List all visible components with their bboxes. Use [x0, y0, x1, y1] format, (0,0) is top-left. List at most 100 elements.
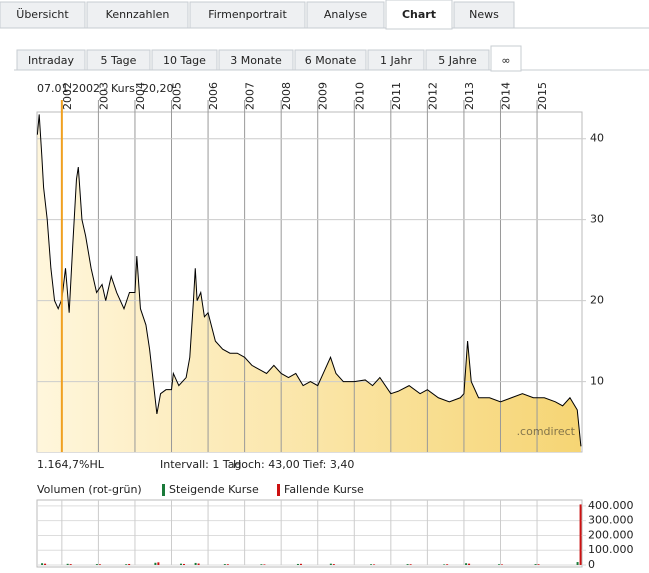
x-tick-label: 2009 — [317, 82, 330, 110]
watermark: .comdirect — [517, 425, 576, 438]
volume-bar — [406, 564, 409, 565]
tab-label[interactable]: Kennzahlen — [106, 8, 170, 21]
x-tick-label: 2008 — [280, 82, 293, 110]
y-tick-label: 30 — [590, 213, 604, 226]
range-tab[interactable] — [218, 49, 294, 71]
range-tab-label[interactable]: 3 Monate — [230, 54, 282, 67]
volume-bar — [182, 563, 185, 565]
volume-bar — [223, 564, 226, 565]
chart-title: 07.01.2002 - Kurs: 20,20 — [37, 82, 174, 95]
volume-bar — [299, 563, 302, 565]
legend-label: Steigende Kurse — [169, 483, 259, 496]
x-tick-label: 2002 — [61, 82, 74, 110]
range-tab-label[interactable]: 5 Tage — [101, 54, 137, 67]
volume-bar — [226, 564, 229, 565]
tab[interactable] — [306, 1, 385, 29]
volume-tick-label: 300.000 — [588, 514, 634, 527]
volume-title: Volumen (rot-grün) — [37, 483, 142, 496]
volume-bar — [98, 564, 101, 565]
tab[interactable] — [385, 0, 453, 30]
volume-bar — [260, 564, 263, 565]
range-tab[interactable] — [151, 49, 218, 71]
x-tick-label: 2012 — [426, 82, 439, 110]
volume-tick-label: 200.000 — [588, 528, 634, 541]
range-tab-label[interactable]: 6 Monate — [305, 54, 357, 67]
x-tick-label: 2006 — [207, 82, 220, 110]
range-tab[interactable] — [367, 49, 425, 71]
price-line — [36, 114, 582, 447]
volume-bar — [329, 563, 332, 565]
volume-bar — [154, 562, 157, 565]
x-tick-label: 2004 — [134, 82, 147, 110]
volume-bar — [500, 564, 503, 565]
volume-bar — [579, 504, 582, 565]
volume-bar — [332, 564, 335, 565]
x-tick-label: 2007 — [244, 82, 257, 110]
price-area — [37, 114, 581, 452]
volume-bar — [370, 564, 373, 565]
range-tab[interactable] — [86, 49, 151, 71]
volume-bar — [197, 563, 200, 565]
range-tab[interactable] — [425, 49, 490, 71]
tab[interactable] — [453, 1, 515, 29]
tab-label[interactable]: News — [469, 8, 499, 21]
volume-bar — [263, 564, 266, 565]
volume-bar — [465, 563, 468, 565]
x-tick-label: 2014 — [499, 82, 512, 110]
tab[interactable] — [189, 1, 306, 29]
stat: Hoch: 43,00 — [233, 458, 300, 471]
range-tab[interactable] — [16, 49, 86, 71]
x-tick-label: 2003 — [97, 82, 110, 110]
volume-tick-label: 100.000 — [588, 543, 634, 556]
tab-label[interactable]: Übersicht — [16, 8, 69, 21]
volume-bar — [443, 564, 446, 565]
y-tick-label: 40 — [590, 132, 604, 145]
x-tick-label: 2015 — [536, 82, 549, 110]
stat: Intervall: 1 Tag — [160, 458, 242, 471]
volume-bar — [69, 564, 72, 565]
volume-bar — [41, 563, 44, 565]
range-tab-label[interactable]: ∞ — [501, 54, 510, 67]
volume-plot — [36, 499, 583, 568]
tab-label[interactable]: Analyse — [324, 8, 368, 21]
volume-bar — [446, 564, 449, 565]
volume-bar — [468, 563, 471, 565]
volume-tick-label: 400.000 — [588, 499, 634, 512]
volume-bar — [66, 563, 69, 565]
range-tab-label[interactable]: 5 Jahre — [438, 54, 477, 67]
range-tab-label[interactable]: 1 Jahr — [380, 54, 412, 67]
tab-label[interactable]: Chart — [402, 8, 436, 21]
range-tab-label[interactable]: 10 Tage — [163, 54, 206, 67]
range-tab[interactable] — [294, 49, 367, 71]
volume-bar — [409, 564, 412, 565]
tab[interactable] — [0, 1, 86, 29]
volume-bar — [497, 564, 500, 565]
volume-bar — [95, 564, 98, 565]
volume-bar — [576, 562, 579, 565]
x-tick-label: 2011 — [390, 82, 403, 110]
legend-swatch — [277, 484, 280, 496]
x-tick-label: 2005 — [171, 82, 184, 110]
volume-bar — [194, 562, 197, 565]
tab[interactable] — [86, 1, 189, 29]
volume-bar — [157, 562, 160, 565]
range-tab[interactable] — [490, 45, 522, 72]
stat: 1.164,7%HL — [37, 458, 105, 471]
y-tick-label: 20 — [590, 294, 604, 307]
volume-bar — [128, 563, 131, 565]
y-tick-label: 10 — [590, 375, 604, 388]
stat: Tief: 3,40 — [302, 458, 354, 471]
volume-bar — [537, 564, 540, 565]
volume-tick-label: 0 — [588, 558, 595, 571]
volume-bar — [179, 563, 182, 565]
tab-label[interactable]: Firmenportrait — [208, 8, 287, 21]
legend-swatch — [162, 484, 165, 496]
volume-bar — [296, 563, 299, 565]
x-tick-label: 2010 — [353, 82, 366, 110]
range-tab-label[interactable]: Intraday — [28, 54, 75, 67]
volume-bar — [44, 563, 47, 565]
legend-label: Fallende Kurse — [284, 483, 364, 496]
x-tick-label: 2013 — [463, 82, 476, 110]
volume-bar — [534, 564, 537, 565]
